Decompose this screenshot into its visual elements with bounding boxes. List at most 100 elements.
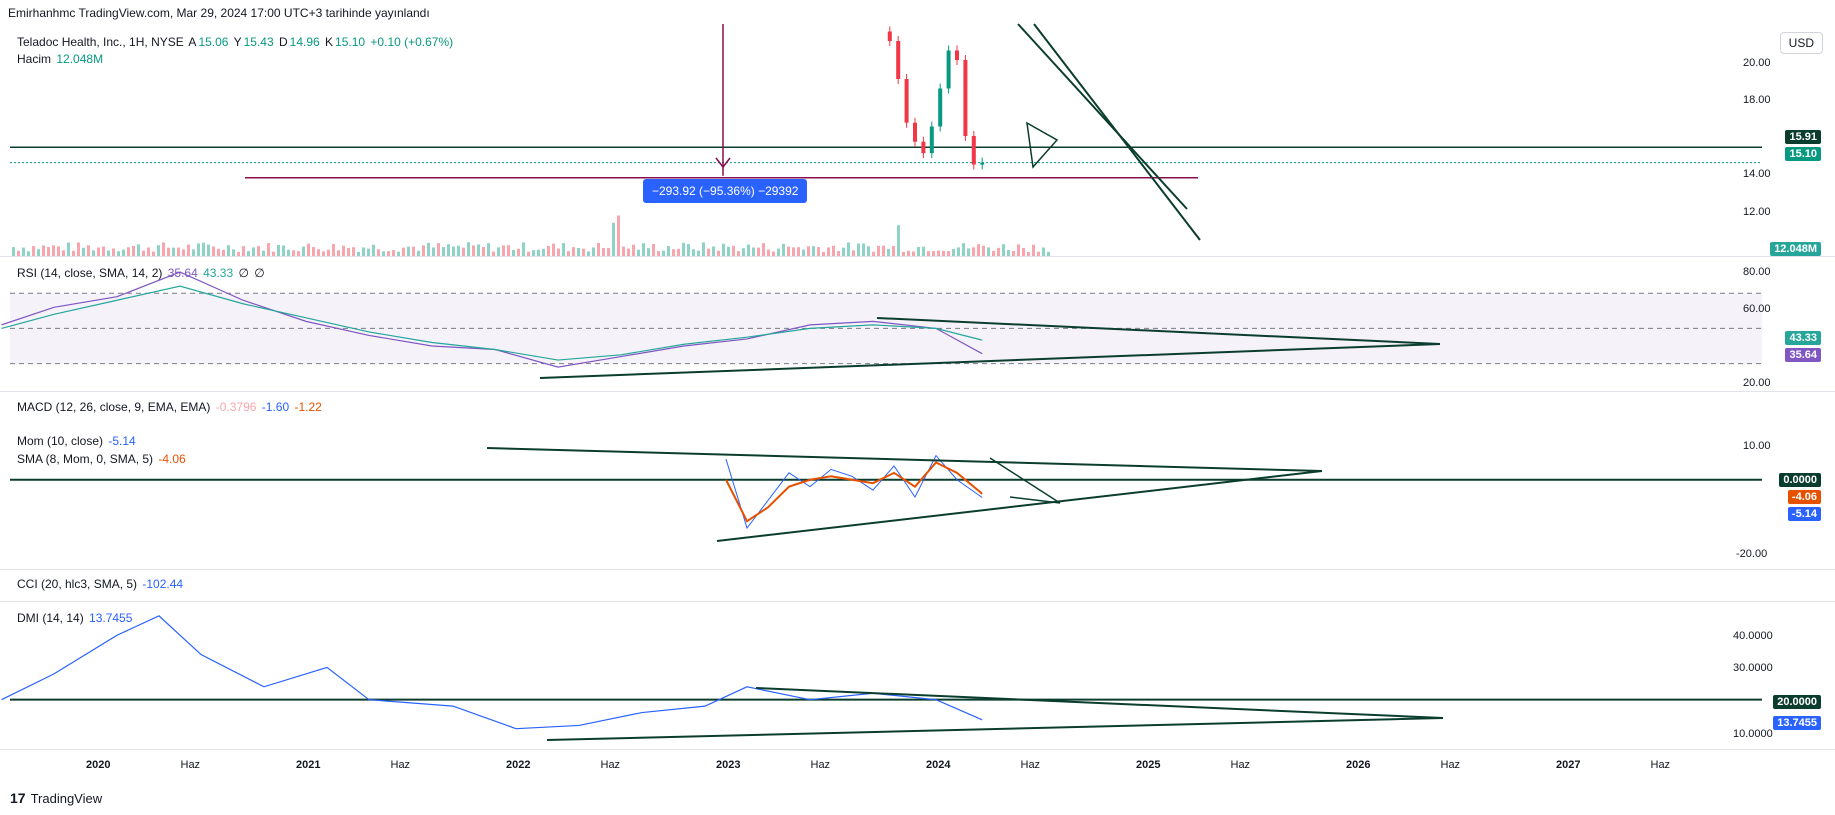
- volume-bar: [587, 251, 590, 256]
- volume-bar: [67, 242, 70, 256]
- volume-bar: [377, 249, 380, 256]
- pane-separator[interactable]: [0, 391, 1835, 392]
- volume-bar: [367, 248, 370, 256]
- volume-bar: [962, 243, 965, 256]
- volume-bar: [1042, 247, 1045, 256]
- volume-bar: [727, 246, 730, 256]
- pane-separator[interactable]: [0, 569, 1835, 570]
- symbol-title[interactable]: Teladoc Health, Inc., 1H, NYSE: [17, 35, 184, 49]
- volume-bar: [877, 245, 880, 256]
- volume-bar: [1037, 251, 1040, 256]
- pane-separator[interactable]: [0, 601, 1835, 602]
- currency-button[interactable]: USD: [1779, 32, 1823, 54]
- price-candle: [938, 88, 943, 127]
- volume-bar: [977, 244, 980, 256]
- rsi-tick: 80.00: [1743, 266, 1771, 278]
- volume-bar: [247, 251, 250, 256]
- volume-bar: [767, 249, 770, 256]
- volume-bar: [22, 247, 25, 256]
- time-tick: 2023: [716, 759, 741, 771]
- volume-bar: [242, 246, 245, 256]
- volume-bar: [887, 249, 890, 256]
- rsi-legend[interactable]: RSI (14, close, SMA, 14, 2) 35.64 43.33 …: [17, 266, 267, 280]
- open-label: A: [188, 35, 197, 49]
- volume-bar: [102, 246, 105, 256]
- volume-bar: [227, 245, 230, 256]
- volume-bar: [997, 247, 1000, 256]
- pane-separator[interactable]: [0, 749, 1835, 750]
- volume-bar: [807, 246, 810, 256]
- volume-bar: [657, 251, 660, 256]
- volume-bar: [92, 250, 95, 256]
- volume-bar: [797, 247, 800, 256]
- volume-bar: [362, 247, 365, 256]
- volume-bar: [782, 243, 785, 256]
- volume-bar: [72, 250, 75, 256]
- volume-bar: [672, 249, 675, 256]
- volume-bar: [202, 242, 205, 256]
- volume-bar: [107, 250, 110, 256]
- volume-bar: [712, 246, 715, 256]
- volume-bar: [582, 248, 585, 256]
- volume-bar: [447, 244, 450, 256]
- volume-bar: [157, 245, 160, 256]
- rsi-trend-line: [876, 317, 1441, 345]
- macd-title: MACD (12, 26, close, 9, EMA, EMA): [17, 400, 211, 414]
- price-tick: 12.00: [1743, 206, 1771, 218]
- tradingview-footer[interactable]: 17 TradingView: [10, 790, 102, 806]
- volume-bar: [1002, 244, 1005, 256]
- macd-legend[interactable]: MACD (12, 26, close, 9, EMA, EMA) -0.379…: [17, 400, 324, 414]
- volume-bar: [132, 245, 135, 256]
- volume-label[interactable]: Hacim: [17, 52, 52, 66]
- dmi-legend[interactable]: DMI (14, 14) 13.7455: [17, 611, 134, 625]
- volume-bar: [562, 243, 565, 256]
- mom-tick: -20.00: [1736, 548, 1768, 560]
- volume-bar: [347, 247, 350, 256]
- volume-bar: [897, 225, 900, 256]
- price-candle: [980, 162, 985, 165]
- rsi-series-sma: [1, 285, 983, 361]
- volume-bar: [952, 248, 955, 256]
- sma-value: -4.06: [158, 452, 186, 466]
- volume-bar: [577, 247, 580, 256]
- sma-legend[interactable]: SMA (8, Mom, 0, SMA, 5) -4.06: [17, 452, 188, 466]
- volume-bar: [802, 249, 805, 256]
- dmi-tick: 40.0000: [1733, 630, 1773, 642]
- price-candle: [887, 31, 892, 41]
- measure-label[interactable]: −293.92 (−95.36%) −29392: [643, 179, 808, 203]
- cci-legend[interactable]: CCI (20, hlc3, SMA, 5) -102.44: [17, 577, 185, 591]
- volume-bar: [407, 246, 410, 256]
- pane-separator[interactable]: [0, 256, 1835, 257]
- volume-bar: [947, 250, 950, 256]
- volume-bar: [267, 243, 270, 256]
- price-candle: [921, 141, 926, 154]
- cci-value: -102.44: [142, 577, 184, 591]
- volume-bar: [597, 242, 600, 256]
- rsi-empty-1: ∅: [238, 266, 249, 280]
- volume-bar: [42, 245, 45, 256]
- time-tick: Haz: [1440, 759, 1461, 771]
- volume-bar: [707, 248, 710, 256]
- dmi-tick: 10.0000: [1733, 728, 1773, 740]
- volume-bar: [1007, 249, 1010, 256]
- volume-bar: [472, 245, 475, 256]
- volume-bar: [427, 242, 430, 256]
- volume-bar: [652, 243, 655, 256]
- price-candle: [963, 60, 968, 136]
- price-candle: [929, 126, 934, 154]
- volume-bar: [982, 245, 985, 256]
- rsi-sma-value: 43.33: [203, 266, 234, 280]
- volume-bar: [882, 245, 885, 256]
- mom-legend[interactable]: Mom (10, close) -5.14: [17, 434, 138, 448]
- volume-bar: [932, 251, 935, 256]
- rsi-tick: 60.00: [1743, 303, 1771, 315]
- dmi-tag: 13.7455: [1773, 716, 1821, 730]
- dmi-trend-line: [755, 687, 1444, 719]
- mom-trend-line: [716, 470, 1323, 542]
- mom-series-mom: [725, 454, 983, 530]
- volume-bar: [322, 251, 325, 256]
- volume-bar: [747, 244, 750, 256]
- volume-bar: [307, 243, 310, 256]
- volume-bar: [217, 248, 220, 256]
